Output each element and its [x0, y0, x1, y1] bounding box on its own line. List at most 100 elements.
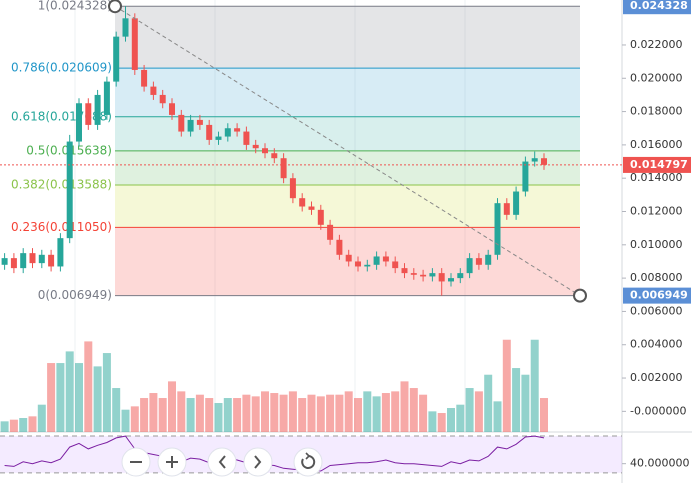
scroll-right-button[interactable] — [243, 447, 273, 477]
candle-body — [103, 81, 110, 115]
candle-body — [1, 258, 8, 265]
volume-bar — [344, 391, 353, 432]
volume-bar — [493, 401, 502, 432]
candle-body — [38, 254, 45, 264]
volume-bar — [437, 413, 446, 432]
candle-body — [448, 278, 454, 282]
volume-bar — [177, 391, 186, 432]
price-label: 0.014797 — [630, 158, 688, 171]
candle-body — [206, 124, 213, 140]
y-tick-label: 0.006000 — [630, 304, 683, 317]
volume-bar — [354, 398, 362, 432]
volume-bar — [502, 339, 511, 432]
candle-body — [308, 206, 315, 210]
y-tick-label: 0.012000 — [630, 205, 683, 218]
candle-body — [20, 253, 27, 269]
candle-body — [150, 86, 157, 95]
candle-body — [224, 128, 231, 137]
candle-body — [94, 94, 101, 125]
volume-bar — [372, 396, 381, 432]
volume-bar — [84, 341, 93, 432]
fib-band — [115, 227, 580, 296]
candle-body — [196, 119, 203, 125]
volume-bar — [307, 394, 316, 432]
volume-bar — [316, 396, 325, 432]
volume-bar — [447, 408, 455, 432]
volume-bar — [56, 363, 65, 432]
candle-body — [485, 254, 492, 265]
candle-body — [262, 148, 268, 154]
candle-body — [494, 203, 501, 255]
zoom-out-button[interactable] — [121, 447, 151, 477]
volume-bar — [102, 353, 111, 432]
candle-body — [503, 203, 510, 215]
candle-body — [336, 239, 343, 255]
volume-bar — [37, 404, 46, 432]
volume-bar — [93, 366, 102, 432]
candle-body — [327, 224, 334, 240]
candle-body — [345, 254, 352, 262]
candle-body — [522, 161, 529, 192]
volume-bar — [205, 398, 214, 432]
volume-bar — [381, 393, 390, 432]
candle-body — [299, 198, 306, 207]
candle-body — [355, 261, 361, 267]
candle-body — [513, 191, 520, 215]
price-label: 0.024328 — [630, 0, 688, 12]
zoom-in-button[interactable] — [157, 447, 187, 477]
fib-label: 0(0.006949) — [38, 288, 112, 302]
volume-bar — [0, 421, 9, 432]
candle-body — [457, 273, 464, 279]
price-label: 0.006949 — [630, 289, 688, 302]
scroll-left-button[interactable] — [207, 447, 237, 477]
candle-body — [48, 254, 55, 267]
candle-body — [382, 256, 389, 262]
candle-body — [122, 18, 129, 37]
candle-body — [215, 136, 222, 140]
rsi-line — [4, 435, 545, 472]
candle-body — [271, 153, 278, 159]
candle-body — [429, 273, 436, 277]
volume-bar — [474, 391, 483, 432]
volume-bar — [140, 398, 149, 432]
candle-body — [392, 261, 399, 269]
fib-handle — [573, 288, 587, 303]
candle-body — [178, 114, 185, 132]
volume-bar — [223, 398, 232, 432]
candle-body — [66, 141, 73, 239]
volume-bar — [288, 391, 297, 432]
volume-bar — [298, 398, 307, 432]
volume-bar — [214, 403, 223, 432]
grid — [74, 0, 466, 432]
reset-button[interactable] — [293, 447, 323, 477]
fib-band — [115, 185, 580, 228]
y-tick-label: 0.010000 — [630, 238, 683, 251]
volume-bar — [391, 391, 400, 432]
candle-body — [169, 103, 175, 115]
candle-body — [10, 258, 17, 269]
y-tick-label: 0.018000 — [630, 105, 683, 118]
candle-body — [85, 103, 92, 125]
volume-bar — [428, 411, 437, 432]
candle-body — [243, 131, 250, 145]
volume-bar — [75, 363, 83, 432]
y-tick-label: 0.016000 — [630, 138, 683, 151]
volume-bar — [186, 398, 195, 432]
y-tick-label: 0.008000 — [630, 271, 683, 284]
y-tick-label: 0.004000 — [630, 338, 683, 351]
candle-body — [57, 238, 64, 267]
volume-bar — [242, 394, 251, 432]
fib-band — [115, 68, 580, 117]
volume-bar — [19, 418, 28, 432]
fib-label: 0.786(0.020609) — [11, 61, 112, 75]
candle-body — [113, 36, 120, 82]
volume-bar — [512, 368, 521, 432]
candle-body — [289, 178, 296, 199]
volume-bar — [409, 388, 418, 432]
candle-body — [159, 94, 166, 104]
y-tick-label: 0.022000 — [630, 38, 683, 51]
volume-bar — [261, 391, 269, 432]
volume-bar — [335, 394, 344, 432]
price-label-box — [623, 156, 691, 173]
